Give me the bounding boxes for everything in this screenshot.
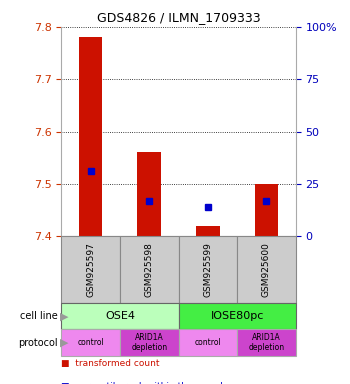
Text: GSM925599: GSM925599 xyxy=(203,242,212,297)
Text: GSM925597: GSM925597 xyxy=(86,242,95,297)
Text: GSM925600: GSM925600 xyxy=(262,242,271,297)
Bar xyxy=(196,226,219,236)
Bar xyxy=(120,236,178,303)
Bar xyxy=(120,329,178,356)
Text: ▶: ▶ xyxy=(60,311,68,321)
Bar xyxy=(178,236,237,303)
Bar xyxy=(178,329,237,356)
Text: protocol: protocol xyxy=(18,338,58,348)
Title: GDS4826 / ILMN_1709333: GDS4826 / ILMN_1709333 xyxy=(97,11,260,24)
Bar xyxy=(61,236,120,303)
Bar xyxy=(79,37,102,236)
Text: ■  percentile rank within the sample: ■ percentile rank within the sample xyxy=(61,382,229,384)
Bar xyxy=(61,303,178,329)
Text: control: control xyxy=(195,338,221,347)
Text: control: control xyxy=(77,338,104,347)
Text: OSE4: OSE4 xyxy=(105,311,135,321)
Text: IOSE80pc: IOSE80pc xyxy=(210,311,264,321)
Bar xyxy=(138,152,161,236)
Bar xyxy=(255,184,278,236)
Text: cell line: cell line xyxy=(20,311,58,321)
Text: ARID1A
depletion: ARID1A depletion xyxy=(248,333,285,352)
Bar xyxy=(237,236,296,303)
Bar xyxy=(237,329,296,356)
Text: GSM925598: GSM925598 xyxy=(145,242,154,297)
Text: ▶: ▶ xyxy=(60,338,68,348)
Bar xyxy=(61,329,120,356)
Text: ARID1A
depletion: ARID1A depletion xyxy=(131,333,167,352)
Text: ■  transformed count: ■ transformed count xyxy=(61,359,160,368)
Bar xyxy=(178,303,296,329)
